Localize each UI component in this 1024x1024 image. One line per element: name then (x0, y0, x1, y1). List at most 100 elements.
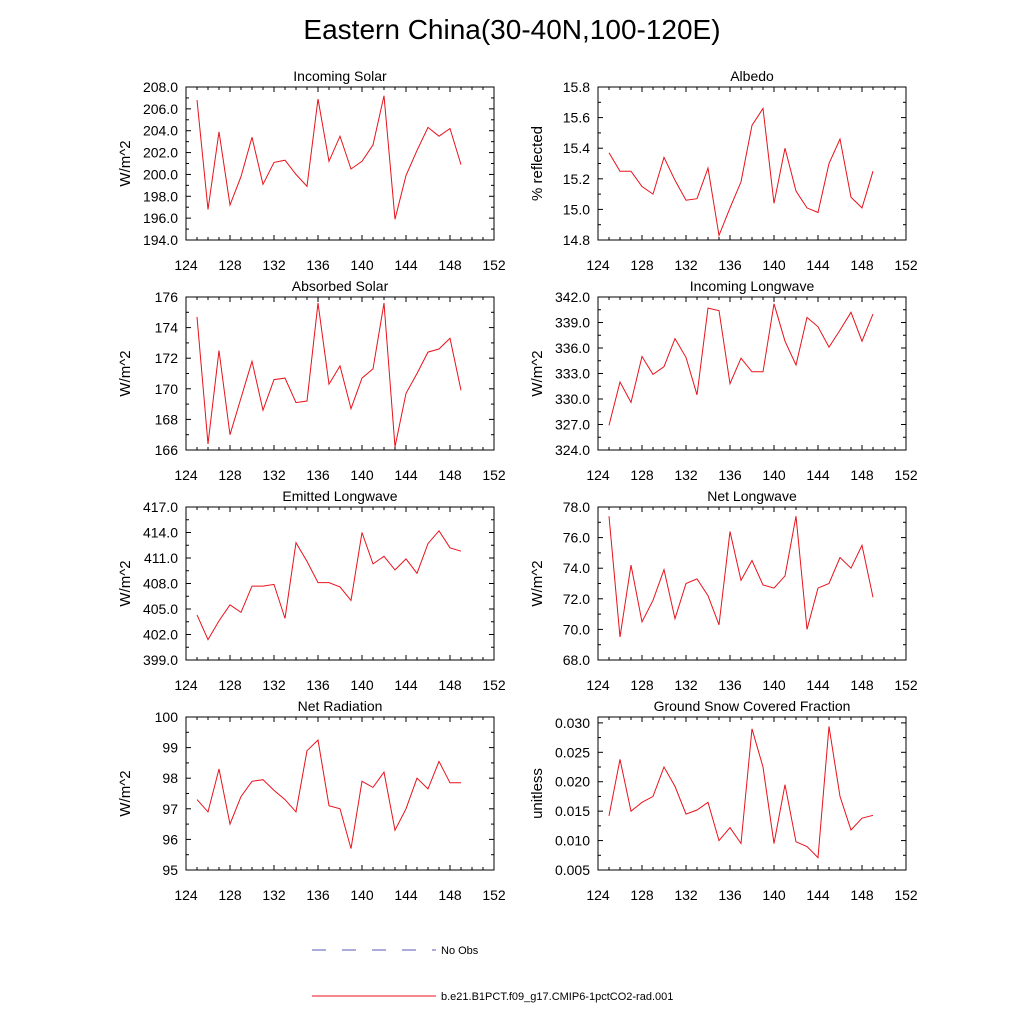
y-tick-label: 200.0 (143, 166, 178, 182)
x-tick-label: 152 (482, 257, 506, 273)
y-tick-label: 336.0 (555, 340, 590, 356)
x-tick-label: 140 (762, 467, 786, 483)
y-tick-label: 174 (155, 320, 179, 336)
plot-frame (185, 506, 495, 661)
y-tick-label: 176 (155, 289, 179, 305)
y-tick-label: 76.0 (563, 530, 590, 546)
y-tick-label: 202.0 (143, 145, 178, 161)
y-tick-label: 100 (155, 709, 179, 725)
x-tick-label: 140 (350, 677, 374, 693)
x-tick-label: 124 (586, 887, 610, 903)
x-tick-label: 152 (894, 467, 918, 483)
y-tick-label: 333.0 (555, 366, 590, 382)
x-tick-label: 136 (718, 887, 742, 903)
y-tick-label: 208.0 (143, 79, 178, 95)
plot-frame (185, 86, 495, 241)
x-tick-label: 124 (174, 257, 198, 273)
y-axis-label: W/m^2 (117, 350, 134, 396)
y-tick-label: 194.0 (143, 232, 178, 248)
y-tick-label: 15.2 (563, 171, 590, 187)
x-tick-label: 152 (894, 677, 918, 693)
y-tick-label: 0.030 (555, 715, 590, 731)
y-tick-label: 172 (155, 350, 179, 366)
panel-title: Absorbed Solar (292, 278, 389, 294)
y-tick-label: 414.0 (143, 525, 178, 541)
y-tick-label: 74.0 (563, 560, 590, 576)
panel-title: Emitted Longwave (282, 488, 397, 504)
chart-panel-5: Emitted Longwave W/m^2 124 128 132 136 140 144 1… (117, 488, 506, 693)
y-tick-label: 198.0 (143, 188, 178, 204)
x-tick-label: 132 (674, 257, 698, 273)
x-tick-label: 128 (630, 467, 654, 483)
x-tick-label: 148 (438, 467, 462, 483)
data-line-series-1 (608, 726, 874, 859)
data-line-series-1 (196, 95, 462, 220)
y-tick-label: 99 (162, 740, 178, 756)
y-axis-label: W/m^2 (529, 350, 546, 396)
panel-title: Net Longwave (707, 488, 797, 504)
x-tick-label: 136 (718, 257, 742, 273)
data-line-series-1 (608, 303, 874, 426)
chart-panel-2: Albedo % reflected 124 128 132 136 140 144 148 15… (529, 68, 918, 273)
x-tick-label: 132 (262, 887, 286, 903)
x-tick-label: 128 (218, 677, 242, 693)
x-tick-label: 144 (394, 257, 418, 273)
y-tick-label: 405.0 (143, 601, 178, 617)
plot-frame (597, 506, 907, 661)
y-tick-label: 14.8 (563, 232, 590, 248)
x-tick-label: 144 (394, 467, 418, 483)
y-tick-label: 0.010 (555, 833, 590, 849)
x-tick-label: 128 (630, 677, 654, 693)
x-tick-label: 136 (718, 467, 742, 483)
y-tick-label: 330.0 (555, 391, 590, 407)
y-tick-label: 206.0 (143, 101, 178, 117)
x-tick-label: 152 (894, 887, 918, 903)
plot-frame (597, 86, 907, 241)
chart-panel-6: Net Longwave W/m^2 124 128 132 136 140 144 148 15… (529, 488, 918, 693)
x-tick-label: 144 (394, 677, 418, 693)
x-tick-label: 132 (262, 467, 286, 483)
chart-panel-7: Net Radiation W/m^2 124 128 132 136 140 144 148 1… (117, 698, 506, 903)
x-tick-label: 144 (806, 887, 830, 903)
data-line-series-1 (196, 529, 462, 641)
x-tick-label: 152 (482, 887, 506, 903)
y-tick-label: 97 (162, 801, 178, 817)
x-tick-label: 128 (630, 887, 654, 903)
x-tick-label: 140 (350, 257, 374, 273)
x-tick-label: 152 (482, 467, 506, 483)
x-tick-label: 132 (674, 467, 698, 483)
x-tick-label: 124 (586, 677, 610, 693)
x-tick-label: 136 (306, 887, 330, 903)
y-tick-label: 15.0 (563, 201, 590, 217)
x-tick-label: 136 (306, 677, 330, 693)
y-axis-label: W/m^2 (117, 560, 134, 606)
x-tick-label: 136 (306, 467, 330, 483)
y-tick-label: 342.0 (555, 289, 590, 305)
y-tick-label: 327.0 (555, 417, 590, 433)
plot-frame (185, 716, 495, 871)
y-tick-label: 402.0 (143, 627, 178, 643)
y-tick-label: 0.020 (555, 774, 590, 790)
y-tick-label: 0.015 (555, 803, 590, 819)
x-tick-label: 148 (438, 257, 462, 273)
x-tick-label: 148 (850, 467, 874, 483)
x-tick-label: 144 (806, 467, 830, 483)
x-tick-label: 132 (674, 677, 698, 693)
x-tick-label: 148 (438, 677, 462, 693)
x-tick-label: 128 (630, 257, 654, 273)
x-tick-label: 132 (262, 677, 286, 693)
panel-title: Net Radiation (298, 698, 383, 714)
chart-panel-4: Incoming Longwave W/m^2 124 128 132 136 140 144… (529, 278, 918, 483)
x-tick-label: 140 (762, 677, 786, 693)
data-line-series-1 (608, 106, 874, 238)
y-axis-label: W/m^2 (529, 560, 546, 606)
y-axis-label: W/m^2 (117, 770, 134, 816)
y-tick-label: 196.0 (143, 210, 178, 226)
x-tick-label: 140 (762, 257, 786, 273)
x-tick-label: 128 (218, 257, 242, 273)
y-tick-label: 70.0 (563, 621, 590, 637)
panel-title: Incoming Longwave (690, 278, 815, 294)
x-tick-label: 148 (850, 677, 874, 693)
y-tick-label: 0.005 (555, 862, 590, 878)
